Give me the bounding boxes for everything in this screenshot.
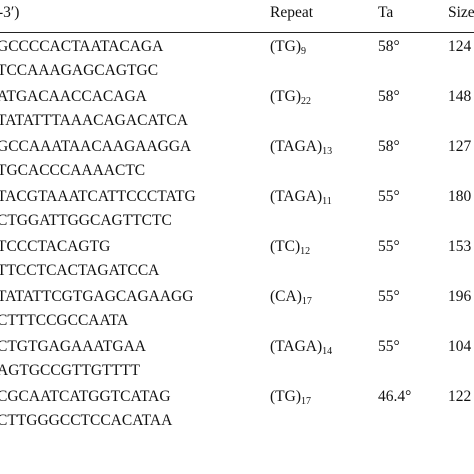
header-cell: Size	[448, 4, 474, 21]
primer-sequence: CTTTCCGCCAATA	[0, 312, 129, 329]
repeat-unit: (TAGA)	[270, 188, 323, 205]
annealing-temp: 58°	[378, 38, 400, 55]
primer-sequence: AGTGCCGTTGTTTT	[0, 362, 140, 379]
product-size: 196	[448, 288, 472, 305]
annealing-temp: 55°	[378, 288, 400, 305]
annealing-temp: 58°	[378, 138, 400, 155]
annealing-temp: 55°	[378, 338, 400, 355]
repeat-count: 13	[322, 146, 333, 157]
primer-sequence: GCCCCACTAATACAGA	[0, 38, 164, 55]
repeat-unit: (TG)	[270, 88, 301, 105]
repeat-unit: (TAGA)	[270, 338, 323, 355]
primer-sequence: TCCAAAGAGCAGTGC	[0, 62, 159, 79]
primer-sequence: TGCACCCAAAACTC	[0, 162, 146, 179]
header-cell: -3′)	[0, 4, 20, 21]
primer-sequence: ATGACAACCACAGA	[0, 88, 147, 105]
primer-sequence: TTCCTCACTAGATCCA	[0, 262, 160, 279]
repeat-unit: (TG)	[270, 388, 301, 405]
primer-sequence: TCCCTACAGTG	[0, 238, 111, 255]
product-size: 124	[448, 38, 472, 55]
repeat-unit: (TG)	[270, 38, 301, 55]
product-size: 148	[448, 88, 472, 105]
repeat-count: 12	[300, 246, 311, 257]
repeat-count: 17	[301, 296, 312, 307]
repeat: (TAGA)13	[270, 138, 333, 157]
repeat: (TG)22	[270, 88, 311, 107]
primer-sequence: CTGTGAGAAATGAA	[0, 338, 146, 355]
repeat-unit: (TC)	[270, 238, 301, 255]
primer-sequence: TACGTAAATCATTCCCTATG	[0, 188, 196, 205]
repeat-unit: (TAGA)	[270, 138, 323, 155]
repeat-count: 22	[301, 96, 311, 107]
repeat-unit: (CA)	[270, 288, 302, 305]
annealing-temp: 46.4°	[378, 388, 412, 405]
product-size: 104	[448, 338, 472, 355]
header-rule	[0, 32, 474, 33]
header-cell: Ta	[378, 4, 394, 21]
primer-sequence: GCCAAATAACAAGAAGGA	[0, 138, 192, 155]
repeat: (TG)9	[270, 38, 306, 57]
repeat: (CA)17	[270, 288, 312, 307]
primer-sequence: CGCAATCATGGTCATAG	[0, 388, 171, 405]
repeat-count: 9	[301, 46, 306, 57]
repeat-count: 14	[322, 346, 333, 357]
product-size: 127	[448, 138, 472, 155]
product-size: 122	[448, 388, 472, 405]
product-size: 153	[448, 238, 472, 255]
primer-sequence: TATATTCGTGAGCAGAAGG	[0, 288, 194, 305]
repeat: (TC)12	[270, 238, 311, 257]
primer-sequence: CTTGGGCCTCCACATAA	[0, 412, 173, 429]
annealing-temp: 55°	[378, 188, 400, 205]
repeat: (TAGA)11	[270, 188, 332, 207]
annealing-temp: 58°	[378, 88, 400, 105]
repeat-count: 11	[322, 196, 332, 207]
repeat-count: 17	[301, 396, 311, 407]
primer-sequence: TATATTTAAACAGACATCA	[0, 112, 188, 129]
annealing-temp: 55°	[378, 238, 400, 255]
repeat: (TG)17	[270, 388, 311, 407]
repeat: (TAGA)14	[270, 338, 333, 357]
primer-sequence: CTGGATTGGCAGTTCTC	[0, 212, 172, 229]
header-cell: Repeat	[270, 4, 314, 21]
product-size: 180	[448, 188, 472, 205]
